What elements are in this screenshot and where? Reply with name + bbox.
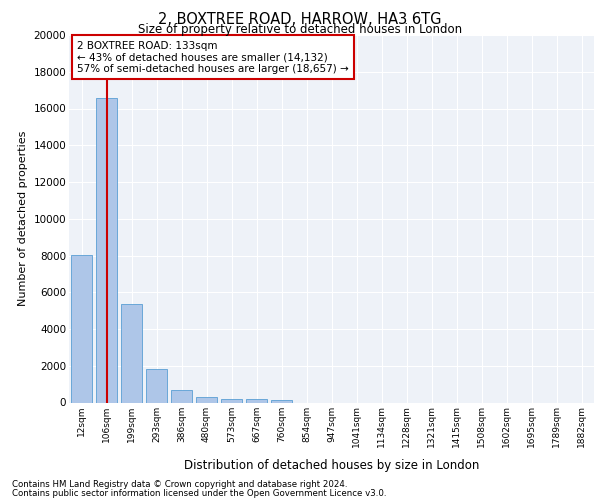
Text: 2 BOXTREE ROAD: 133sqm
← 43% of detached houses are smaller (14,132)
57% of semi: 2 BOXTREE ROAD: 133sqm ← 43% of detached… (77, 40, 349, 74)
Bar (246, 400, 267, 402)
Bar (196, 396, 217, 402)
Bar (121, 304, 142, 402)
Text: Contains public sector information licensed under the Open Government Licence v3: Contains public sector information licen… (12, 488, 386, 498)
Bar (271, 400, 292, 402)
Bar (71, 254, 92, 402)
Text: Contains HM Land Registry data © Crown copyright and database right 2024.: Contains HM Land Registry data © Crown c… (12, 480, 347, 489)
Text: Size of property relative to detached houses in London: Size of property relative to detached ho… (138, 22, 462, 36)
Y-axis label: Number of detached properties: Number of detached properties (18, 131, 28, 306)
X-axis label: Distribution of detached houses by size in London: Distribution of detached houses by size … (184, 458, 479, 471)
Bar (146, 368, 167, 402)
Bar (221, 399, 242, 402)
Bar (171, 390, 192, 402)
Bar (96, 98, 117, 403)
Text: 2, BOXTREE ROAD, HARROW, HA3 6TG: 2, BOXTREE ROAD, HARROW, HA3 6TG (158, 12, 442, 28)
